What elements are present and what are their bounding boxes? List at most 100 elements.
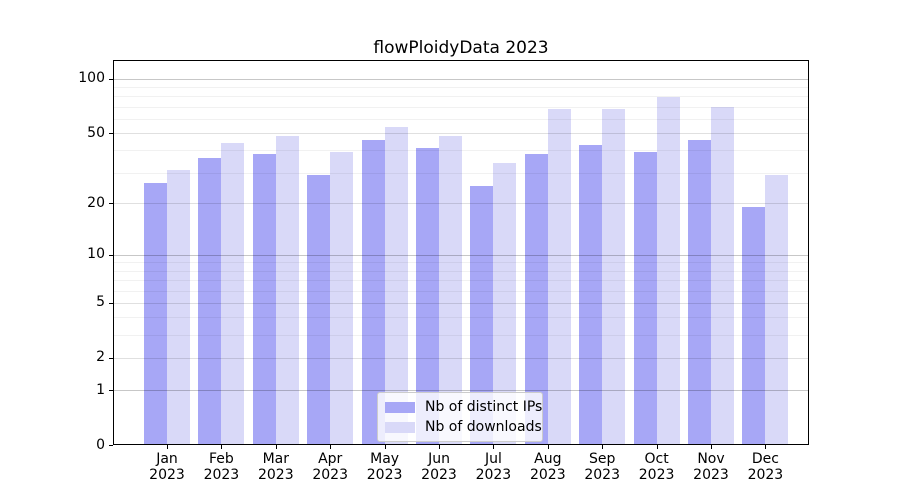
x-tick-year: 2023	[312, 467, 348, 483]
bar-downloads-aug	[547, 109, 571, 444]
x-tick-mark	[547, 445, 549, 449]
x-tick-label-aug: Aug 2023	[516, 451, 580, 483]
gridline-60	[114, 118, 808, 120]
chart-title: flowPloidyData 2023	[373, 38, 549, 58]
bar-downloads-mar	[275, 136, 299, 444]
bar-distinct-ips-jun	[416, 148, 439, 444]
x-tick-mark	[167, 445, 168, 449]
gridline-9	[114, 262, 808, 264]
x-tick-month: Dec	[751, 451, 779, 467]
x-tick-year: 2023	[203, 467, 240, 483]
gridline-4	[114, 317, 808, 319]
x-tick-label-sep: Sep 2023	[570, 451, 634, 483]
y-tick-label: 0	[96, 436, 105, 453]
bar-downloads-jan	[167, 170, 190, 444]
x-tick-year: 2023	[257, 467, 294, 483]
x-tick-year: 2023	[638, 467, 675, 483]
y-tick-mark	[109, 255, 113, 256]
x-tick-year: 2023	[693, 467, 729, 483]
x-tick-month: Jul	[484, 451, 502, 467]
x-tick-label-jan: Jan 2023	[135, 451, 199, 483]
bar-distinct-ips-jul	[470, 186, 494, 444]
x-tick-year: 2023	[366, 467, 403, 483]
gridline-1	[114, 390, 808, 391]
bar-distinct-ips-jan	[144, 183, 167, 444]
legend-label-distinct-ips: Nb of distinct IPs	[425, 399, 543, 415]
bar-distinct-ips-aug	[524, 154, 548, 444]
bar-downloads-may	[384, 127, 408, 444]
x-tick-year: 2023	[747, 467, 784, 483]
legend-item-distinct-ips: Nb of distinct IPs	[385, 399, 542, 415]
legend-item-downloads: Nb of downloads	[385, 419, 542, 435]
gridline-2	[114, 357, 808, 359]
x-tick-year: 2023	[584, 467, 620, 483]
bar-downloads-jun	[439, 136, 462, 444]
y-tick-mark	[109, 445, 113, 446]
y-tick-label: 100	[78, 70, 105, 87]
bar-downloads-oct	[656, 97, 680, 444]
x-tick-month: Mar	[262, 451, 289, 467]
x-tick-month: Apr	[318, 451, 343, 467]
x-tick-month: Oct	[644, 451, 669, 467]
x-tick-mark	[330, 445, 332, 449]
gridline-30	[114, 172, 808, 174]
x-tick-mark	[711, 445, 712, 449]
y-tick-mark	[109, 303, 113, 304]
y-tick-label: 20	[87, 194, 105, 211]
x-tick-year: 2023	[475, 467, 512, 483]
gridline-10	[114, 254, 808, 256]
bar-distinct-ips-mar	[252, 154, 276, 444]
bar-distinct-ips-feb	[198, 158, 222, 444]
gridline-100	[114, 78, 808, 80]
bar-distinct-ips-sep	[579, 144, 603, 444]
y-tick-label: 2	[96, 349, 105, 366]
x-tick-month: Nov	[697, 451, 725, 467]
legend-swatch-downloads	[385, 421, 415, 433]
bar-downloads-sep	[602, 109, 626, 444]
y-tick-mark	[109, 390, 113, 391]
bar-downloads-jul	[493, 162, 517, 444]
legend-swatch-distinct-ips	[385, 401, 415, 413]
x-tick-label-dec: Dec 2023	[733, 451, 797, 483]
y-tick-mark	[109, 203, 113, 204]
x-tick-year: 2023	[149, 467, 185, 483]
x-tick-month: May	[370, 451, 400, 467]
gridline-90	[114, 87, 808, 89]
plot-area	[113, 60, 809, 445]
legend-label-downloads: Nb of downloads	[425, 419, 542, 435]
x-tick-label-feb: Feb 2023	[189, 451, 253, 483]
legend: Nb of distinct IPs Nb of downloads	[377, 392, 543, 442]
gridline-70	[114, 106, 808, 108]
x-tick-label-nov: Nov 2023	[679, 451, 743, 483]
x-tick-month: Jan	[156, 451, 178, 467]
x-tick-mark	[765, 445, 767, 449]
bar-distinct-ips-oct	[633, 152, 657, 444]
x-tick-mark	[384, 445, 386, 449]
bar-distinct-ips-may	[361, 139, 385, 444]
x-tick-year: 2023	[529, 467, 566, 483]
x-tick-mark	[656, 445, 658, 449]
x-tick-label-apr: Apr 2023	[298, 451, 362, 483]
x-tick-mark	[602, 445, 604, 449]
x-tick-label-mar: Mar 2023	[244, 451, 308, 483]
x-tick-year: 2023	[421, 467, 457, 483]
y-tick-label: 5	[96, 294, 105, 311]
gridline-6	[114, 290, 808, 292]
bar-downloads-dec	[765, 175, 789, 444]
x-tick-label-may: May 2023	[353, 451, 417, 483]
y-tick-label: 10	[87, 246, 105, 263]
x-tick-month: Sep	[588, 451, 616, 467]
y-tick-label: 1	[96, 381, 105, 398]
x-tick-mark	[439, 445, 440, 449]
bar-distinct-ips-nov	[688, 139, 711, 444]
x-tick-label-jun: Jun 2023	[407, 451, 471, 483]
bar-downloads-nov	[711, 106, 734, 444]
gridline-7	[114, 280, 808, 281]
gridline-40	[114, 150, 808, 152]
y-tick-label: 50	[87, 124, 105, 141]
x-tick-label-oct: Oct 2023	[625, 451, 689, 483]
y-tick-mark	[109, 133, 113, 134]
gridline-50	[114, 133, 808, 135]
x-tick-mark	[221, 445, 223, 449]
y-tick-mark	[109, 79, 113, 80]
